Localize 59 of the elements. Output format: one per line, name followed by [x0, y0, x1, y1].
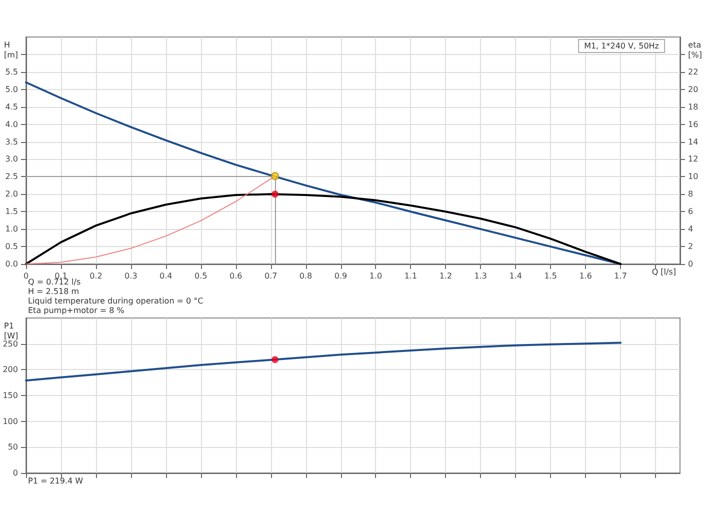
line-series — [25, 342, 622, 382]
x-tick-label: 0.4 — [160, 272, 172, 280]
y-tick-label: 50 — [8, 442, 18, 452]
x-tick-label: 0.8 — [299, 272, 312, 280]
y2-axis-title: eta [%] — [688, 40, 702, 60]
y2-tick-label: 0 — [688, 260, 694, 268]
text: H = 2.518 m — [28, 287, 80, 296]
y2-tick-label: 12 — [688, 154, 698, 164]
x-tick-label: 1.3 — [474, 272, 488, 280]
x-tick-label: 0 — [23, 272, 29, 280]
y2-tick-label: 22 — [688, 67, 698, 76]
y2-tick-label: 6 — [688, 207, 694, 216]
line-series — [25, 81, 622, 265]
y2-tick-label: 10 — [688, 172, 698, 182]
y-tick-label: 0 — [12, 468, 18, 478]
y2-tick-label: 4 — [688, 224, 694, 234]
y-axis-title: P1 [W] — [4, 322, 18, 340]
y-axis-title: H [m] — [4, 40, 18, 60]
x-tick-label: 0.7 — [264, 272, 278, 280]
y2-tick-label: 14 — [688, 137, 698, 146]
x-tick-label: 1.5 — [544, 272, 557, 280]
x-tick-label: 1.7 — [614, 272, 627, 280]
y-tick-label: 250 — [2, 339, 18, 348]
x-tick-label: 0.6 — [229, 272, 242, 280]
text: P1 = 219.4 W — [28, 476, 84, 486]
x-tick-label: 0.9 — [334, 272, 348, 280]
x-tick-label: 0.3 — [124, 272, 138, 280]
y-tick-label: 100 — [2, 416, 18, 426]
y-tick-label: 1.0 — [5, 224, 18, 234]
y-tick-label: 0.0 — [5, 260, 18, 268]
text: M1, 1*240 V, 50Hz — [584, 42, 660, 50]
y-tick-label: 2.5 — [5, 172, 18, 182]
x-tick-label: 1.6 — [579, 272, 592, 280]
x-tick-label: 1.1 — [404, 272, 418, 280]
y-tick-label: 5.0 — [5, 84, 18, 94]
y2-tick-label: 16 — [688, 120, 698, 129]
y2-tick-label: 20 — [688, 84, 698, 94]
y-tick-label: 0.5 — [5, 242, 18, 252]
y-tick-label: 200 — [2, 365, 18, 374]
y-tick-label: 4.0 — [5, 120, 18, 129]
x-tick-label: 0.2 — [90, 272, 102, 280]
y-tick-label: 5.5 — [5, 67, 18, 76]
x-tick-label: 0.5 — [194, 272, 208, 280]
y-tick-label: 3.5 — [5, 137, 18, 146]
y-tick-label: 2.0 — [5, 190, 18, 199]
y2-tick-label: 8 — [688, 190, 694, 199]
text: Eta pump+motor = 8 % — [28, 306, 125, 315]
x-tick-label: 1.4 — [509, 272, 522, 280]
y-tick-label: 1.5 — [5, 207, 18, 216]
x-tick-label: 1.2 — [439, 272, 452, 280]
y-tick-label: 150 — [2, 391, 18, 400]
y2-tick-label: 18 — [688, 102, 698, 112]
x-tick-label: 1.0 — [369, 272, 382, 280]
y2-tick-label: 2 — [688, 242, 694, 252]
text: Liquid temperature during operation = 0 °C — [28, 296, 204, 306]
y-tick-label: 4.5 — [5, 102, 18, 112]
y-tick-label: 3.0 — [5, 154, 18, 164]
text: Q = 0.712 l/s — [28, 278, 81, 286]
x-axis-title: Q [l/s] — [652, 268, 676, 276]
